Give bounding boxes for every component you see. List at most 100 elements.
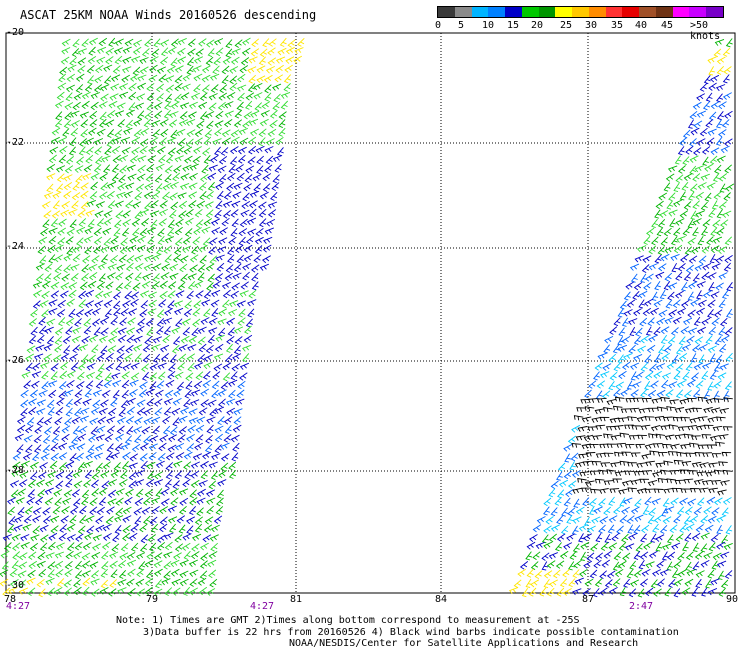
wind-barb [47,569,55,579]
wind-barb [54,344,63,353]
wind-barb [668,424,679,430]
wind-barb [713,191,722,200]
wind-barb [195,219,204,228]
wind-barb [722,497,732,505]
lat-label-30: -30 [6,580,25,591]
wind-barb [245,100,253,110]
wind-barb [284,64,293,73]
wind-barb [262,183,271,192]
wind-barb [38,236,48,245]
wind-barb [661,379,669,389]
wind-barb [709,253,717,264]
wind-barb [644,416,655,421]
wind-barb [680,488,691,494]
wind-barb [216,246,227,254]
wind-barb [696,93,706,101]
wind-barb [145,388,155,397]
wind-barb [39,255,47,265]
wind-barb [38,389,48,398]
wind-barb [263,236,273,244]
wind-barb [105,362,114,372]
wind-barb [46,318,56,327]
wind-barb [568,578,576,588]
wind-barb [173,388,182,397]
wind-barb [724,327,733,336]
wind-barb [7,497,17,505]
colorbar-segment [639,7,656,17]
wind-barb [47,587,55,597]
wind-barb [513,579,522,589]
wind-barb [80,190,89,199]
wind-barb [613,425,624,431]
wind-barb [187,362,195,372]
wind-barb [711,560,719,570]
wind-barb [12,542,21,551]
wind-barb [85,300,95,308]
wind-barb [103,217,113,226]
wind-barb [693,362,703,371]
wind-barb [249,190,260,198]
wind-barb [554,542,562,552]
wind-barb [177,192,187,200]
wind-barb [535,541,545,549]
wind-barb [158,154,166,164]
wind-barb [573,559,582,569]
wind-barb [237,380,246,390]
lat-label-26: -26 [6,355,25,366]
wind-barb [663,487,673,494]
wind-barb [81,552,91,561]
wind-barb [621,317,629,327]
wind-barb [642,255,652,263]
wind-barb [609,326,618,335]
wind-barb [612,478,623,483]
wind-barb [94,146,103,155]
wind-barb [47,471,57,479]
wind-barb [539,587,547,597]
wind-barb [583,560,593,569]
wind-barb [30,326,38,336]
wind-barb [178,488,189,496]
wind-barb [101,480,110,489]
wind-barb [95,155,103,165]
wind-barb [29,542,39,552]
wind-barb [274,74,284,83]
wind-barb [634,514,644,522]
wind-barb [223,416,233,425]
wind-barb [648,507,656,517]
wind-barb [65,398,73,408]
wind-barb [668,381,678,389]
wind-barb [104,372,112,382]
wind-barb [228,469,237,479]
wind-barb [191,327,199,337]
wind-barb [178,415,188,424]
wind-barb [264,227,274,235]
wind-barb [87,56,97,65]
wind-barb [139,543,148,553]
wind-barb [37,471,47,480]
wind-barb [99,317,109,325]
wind-barb [639,317,648,327]
wind-barb [120,399,128,409]
wind-barb [45,577,55,585]
wind-barb [219,227,228,236]
wind-barb [135,469,145,477]
wind-barb [635,327,643,337]
wind-barb [114,129,123,138]
wind-barb [68,289,77,299]
wind-barb [270,191,278,201]
wind-barb [228,379,238,387]
wind-barb [190,389,201,397]
wind-barb [648,550,658,559]
wind-barb [153,479,163,487]
wind-barb [43,344,53,352]
wind-barb [83,164,93,173]
wind-barb [32,289,42,298]
wind-barb [126,559,137,567]
wind-barb [96,56,106,65]
lon-label-79: 79 [145,594,159,605]
wind-barb [693,120,703,129]
wind-barb [681,299,690,308]
wind-barb [247,308,255,318]
wind-barb [662,416,673,422]
wind-barb [189,587,199,596]
